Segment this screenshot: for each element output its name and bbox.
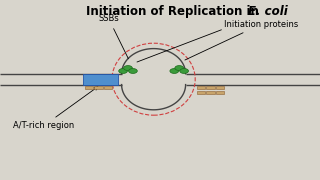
Text: A/T-rich region: A/T-rich region xyxy=(13,87,98,130)
Text: Initiation proteins: Initiation proteins xyxy=(185,20,298,60)
Bar xyxy=(197,86,205,89)
Circle shape xyxy=(124,66,132,71)
Bar xyxy=(206,86,215,89)
Circle shape xyxy=(175,66,184,71)
Bar xyxy=(206,91,215,94)
Bar xyxy=(216,86,224,89)
Circle shape xyxy=(170,69,179,73)
Bar xyxy=(83,74,118,85)
Text: E. coli: E. coli xyxy=(248,5,288,18)
Bar xyxy=(85,86,93,89)
Circle shape xyxy=(119,69,127,73)
Text: SSBs: SSBs xyxy=(99,14,128,59)
Bar xyxy=(216,91,224,94)
Circle shape xyxy=(180,69,188,73)
Text: Initiation of Replication in: Initiation of Replication in xyxy=(86,5,263,18)
Circle shape xyxy=(129,69,137,73)
Bar xyxy=(94,86,103,89)
Bar xyxy=(104,86,112,89)
Bar xyxy=(197,91,205,94)
